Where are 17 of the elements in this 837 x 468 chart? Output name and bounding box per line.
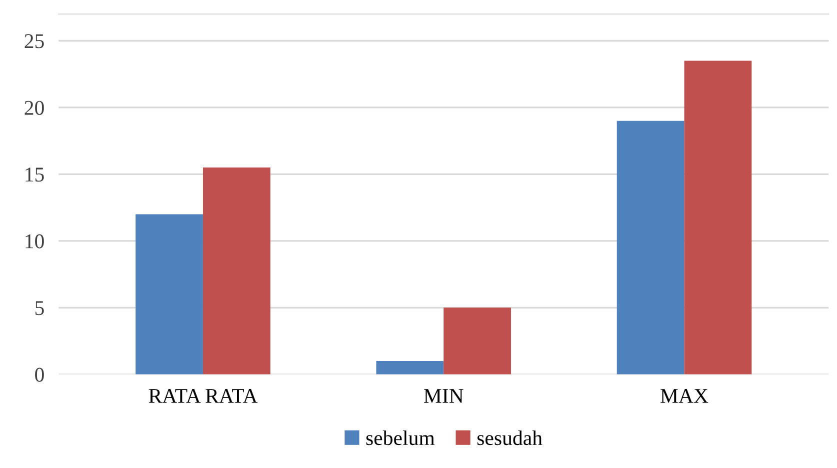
bar [684, 60, 752, 374]
x-tick-label: RATA RATA [148, 388, 258, 403]
y-tick-label: 0 [35, 368, 44, 382]
bar [444, 308, 511, 374]
y-tick-label: 25 [24, 34, 44, 48]
y-tick-label: 20 [24, 100, 44, 115]
bar [136, 214, 203, 374]
y-tick-label: 5 [35, 301, 44, 316]
x-tick-label: MAX [660, 388, 708, 403]
y-tick-label: 15 [26, 168, 44, 182]
legend-label: sesudah [477, 430, 542, 446]
y-tick-label: 10 [26, 234, 44, 248]
legend-label: sebelum [366, 430, 435, 446]
bar [376, 361, 444, 374]
bar [616, 120, 684, 374]
bar [202, 168, 270, 374]
x-tick-label: MIN [424, 389, 464, 403]
